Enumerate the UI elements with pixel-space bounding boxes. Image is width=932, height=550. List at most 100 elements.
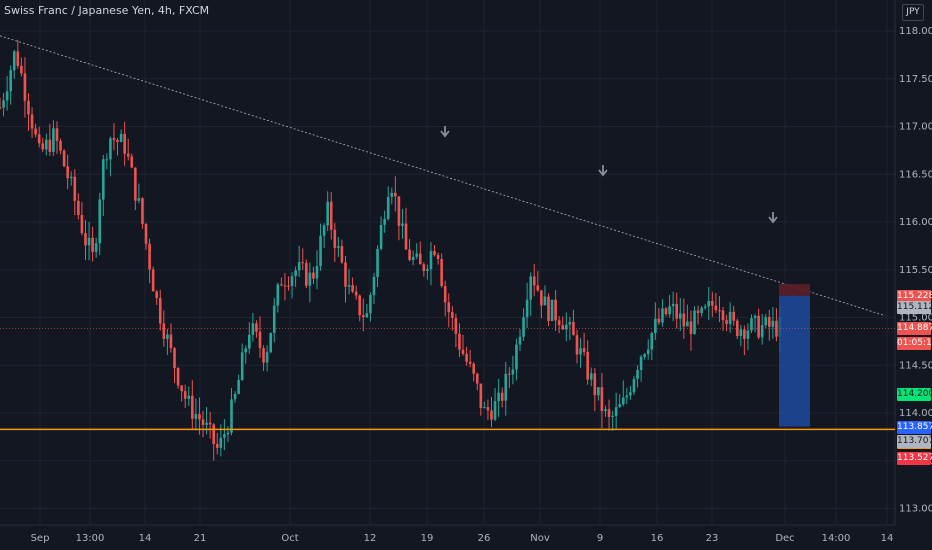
candle xyxy=(41,137,45,153)
candle xyxy=(109,136,112,177)
candle xyxy=(426,264,429,280)
candle xyxy=(166,328,169,355)
candle xyxy=(276,282,280,313)
candle xyxy=(69,171,73,186)
candle xyxy=(52,120,55,156)
candle xyxy=(198,397,201,435)
y-axis[interactable]: 118.000 117.500 117.000 116.500 116.000 115.5… xyxy=(899,26,932,550)
trend-line[interactable] xyxy=(0,35,886,317)
candle xyxy=(248,322,251,354)
candle xyxy=(529,272,532,316)
candle xyxy=(301,248,305,271)
candle xyxy=(77,193,80,220)
y-tick-label: 116.500 xyxy=(899,169,932,180)
candle xyxy=(654,302,657,341)
take-profit-zone[interactable] xyxy=(779,295,810,427)
candle xyxy=(20,57,23,77)
candle xyxy=(522,308,525,341)
candle xyxy=(408,238,411,262)
candle xyxy=(671,291,675,322)
candle xyxy=(771,307,775,339)
candle xyxy=(554,290,557,331)
x-tick-label: 21 xyxy=(194,533,207,544)
candle xyxy=(290,272,294,299)
candle xyxy=(112,123,116,151)
candle xyxy=(486,399,490,420)
candle xyxy=(707,287,711,321)
candle xyxy=(191,380,194,431)
candle xyxy=(433,244,436,257)
candle xyxy=(614,392,618,429)
candle xyxy=(329,192,333,240)
candle xyxy=(490,396,493,428)
descending-trendline[interactable] xyxy=(0,35,886,317)
y-tick-label: 114.000 xyxy=(899,408,932,419)
y-tick-label: 115.000 xyxy=(899,313,932,324)
candle xyxy=(511,355,515,385)
candle xyxy=(743,325,746,356)
candle xyxy=(607,399,611,431)
candle xyxy=(0,97,2,110)
candle xyxy=(711,291,714,318)
price-tag: 114.887 xyxy=(897,322,932,336)
candle xyxy=(757,308,760,340)
candle xyxy=(312,266,315,285)
candle xyxy=(532,264,536,297)
candle xyxy=(475,372,479,391)
x-tick-label: 13:00 xyxy=(76,533,105,544)
candle xyxy=(497,378,500,418)
candle xyxy=(725,314,728,332)
down-arrow-icon xyxy=(768,212,778,224)
candle xyxy=(91,226,94,262)
candle xyxy=(215,432,219,455)
x-tick-label: Dec xyxy=(775,533,794,544)
candle xyxy=(458,323,461,358)
x-tick-label: 12 xyxy=(364,533,377,544)
candle xyxy=(372,272,376,305)
candle xyxy=(272,297,276,343)
candle xyxy=(746,323,750,351)
candle xyxy=(508,367,511,389)
candle xyxy=(208,411,212,439)
candle xyxy=(233,391,237,403)
candle xyxy=(148,238,151,284)
candle xyxy=(718,296,721,323)
candle xyxy=(636,365,639,388)
candle xyxy=(297,245,301,277)
candle xyxy=(504,361,508,416)
candle xyxy=(643,352,646,360)
x-tick-label: Oct xyxy=(281,533,298,544)
candle xyxy=(515,338,518,381)
price-tag: 115.112 xyxy=(897,300,932,314)
candle xyxy=(664,307,668,317)
candle xyxy=(151,266,155,292)
stop-loss-zone[interactable] xyxy=(779,284,810,296)
y-tick-label: 117.000 xyxy=(899,122,932,133)
candle xyxy=(668,294,671,318)
y-tick-label: 118.000 xyxy=(899,26,932,37)
x-axis[interactable]: Sep 13:00 14 21 Oct 12 19 26 Nov 9 16 23 Dec 14:00 14 xyxy=(31,533,894,544)
candle xyxy=(126,138,130,161)
currency-badge[interactable]: JPY xyxy=(902,4,924,21)
candle xyxy=(700,306,703,317)
candle xyxy=(2,92,5,117)
candle xyxy=(158,289,162,331)
candle xyxy=(454,313,458,348)
price-tag: 113.707 xyxy=(897,434,932,448)
x-tick-label: Nov xyxy=(530,533,550,544)
candle xyxy=(134,167,137,210)
candle xyxy=(194,398,198,431)
candle xyxy=(73,169,77,216)
candle xyxy=(87,221,91,261)
candle xyxy=(37,126,41,148)
candle xyxy=(66,154,69,190)
candle xyxy=(732,305,735,326)
candle xyxy=(379,216,383,251)
candle xyxy=(45,133,48,156)
candle xyxy=(187,386,191,407)
candle xyxy=(369,292,372,322)
candle xyxy=(265,345,269,372)
candles-series xyxy=(0,39,782,461)
candle xyxy=(561,316,565,330)
